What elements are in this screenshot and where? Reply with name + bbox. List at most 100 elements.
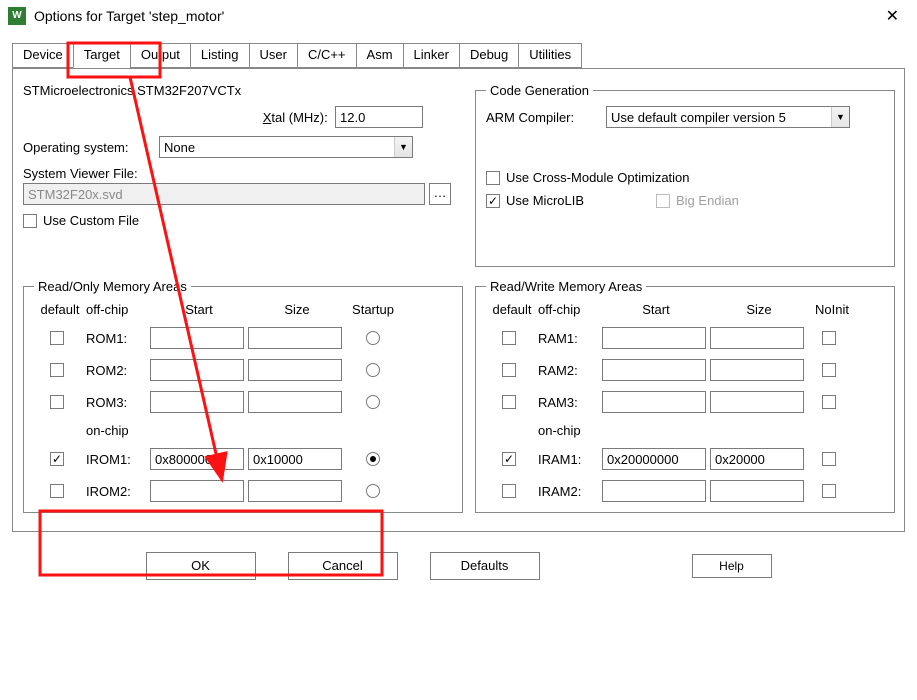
ram-size-input[interactable]	[710, 480, 804, 502]
ram-size-input[interactable]	[710, 391, 804, 413]
ram-row-label: IRAM2:	[538, 484, 602, 499]
rom-size-input[interactable]	[248, 327, 342, 349]
big-endian-checkbox	[656, 194, 670, 208]
os-label: Operating system:	[23, 140, 159, 155]
xtal-input[interactable]	[335, 106, 423, 128]
window-title: Options for Target 'step_motor'	[34, 8, 880, 24]
rom-header: default	[40, 302, 79, 317]
cancel-button[interactable]: Cancel	[288, 552, 398, 580]
tab-user[interactable]: User	[249, 43, 298, 68]
ram-onchip-label: on-chip	[538, 423, 602, 438]
ram-legend: Read/Write Memory Areas	[486, 279, 646, 294]
ram-header: NoInit	[815, 302, 849, 317]
rom-startup-radio[interactable]	[366, 363, 380, 377]
defaults-button[interactable]: Defaults	[430, 552, 540, 580]
rom-size-input[interactable]	[248, 480, 342, 502]
svd-file-input[interactable]	[23, 183, 425, 205]
help-button[interactable]: Help	[692, 554, 772, 578]
tab-debug[interactable]: Debug	[459, 43, 519, 68]
ram-noinit-checkbox[interactable]	[822, 395, 836, 409]
ram-size-input[interactable]	[710, 359, 804, 381]
rom-size-input[interactable]	[248, 448, 342, 470]
app-icon: W	[8, 7, 26, 25]
rom-start-input[interactable]	[150, 480, 244, 502]
titlebar: W Options for Target 'step_motor' ✕	[0, 0, 917, 32]
rom-start-input[interactable]	[150, 327, 244, 349]
ram-start-input[interactable]	[602, 327, 706, 349]
rom-size-input[interactable]	[248, 359, 342, 381]
rom-default-checkbox[interactable]: ✓	[50, 452, 64, 466]
rom-row-label: ROM1:	[86, 331, 150, 346]
main-panel: STMicroelectronics STM32F207VCTx Xtal (M…	[12, 68, 905, 532]
close-icon[interactable]: ✕	[880, 6, 905, 26]
cross-module-label: Use Cross-Module Optimization	[506, 170, 690, 185]
rom-row-label: ROM3:	[86, 395, 150, 410]
code-generation-group: Code Generation ARM Compiler: ▼ Use Cros…	[475, 83, 895, 267]
microlib-label: Use MicroLIB	[506, 193, 656, 208]
ram-default-checkbox[interactable]: ✓	[502, 452, 516, 466]
ram-start-input[interactable]	[602, 480, 706, 502]
rom-default-checkbox[interactable]	[50, 395, 64, 409]
ram-size-input[interactable]	[710, 327, 804, 349]
tab-utilities[interactable]: Utilities	[518, 43, 582, 68]
microlib-checkbox[interactable]: ✓	[486, 194, 500, 208]
code-generation-legend: Code Generation	[486, 83, 593, 98]
rom-default-checkbox[interactable]	[50, 363, 64, 377]
ram-header: Size	[710, 302, 808, 317]
compiler-select[interactable]	[606, 106, 850, 128]
rom-row-label: ROM2:	[86, 363, 150, 378]
rom-default-checkbox[interactable]	[50, 331, 64, 345]
ram-default-checkbox[interactable]	[502, 331, 516, 345]
rom-startup-radio[interactable]	[366, 452, 380, 466]
rom-start-input[interactable]	[150, 359, 244, 381]
use-custom-file-checkbox[interactable]	[23, 214, 37, 228]
ok-button[interactable]: OK	[146, 552, 256, 580]
button-bar: OK Cancel Defaults Help	[0, 542, 917, 590]
ram-noinit-checkbox[interactable]	[822, 331, 836, 345]
rom-start-input[interactable]	[150, 448, 244, 470]
tab-cc[interactable]: C/C++	[297, 43, 357, 68]
tab-asm[interactable]: Asm	[356, 43, 404, 68]
rom-header: off-chip	[86, 302, 150, 317]
device-name-label: STMicroelectronics STM32F207VCTx	[23, 83, 241, 98]
rom-header: Start	[185, 302, 212, 317]
big-endian-label: Big Endian	[676, 193, 739, 208]
ram-default-checkbox[interactable]	[502, 395, 516, 409]
use-custom-file-label: Use Custom File	[43, 213, 139, 228]
tab-listing[interactable]: Listing	[190, 43, 250, 68]
ram-header: default	[492, 302, 531, 317]
ram-default-checkbox[interactable]	[502, 363, 516, 377]
ram-header: off-chip	[538, 302, 602, 317]
ram-size-input[interactable]	[710, 448, 804, 470]
rom-row-label: IROM2:	[86, 484, 150, 499]
ram-noinit-checkbox[interactable]	[822, 452, 836, 466]
ram-default-checkbox[interactable]	[502, 484, 516, 498]
tab-target[interactable]: Target	[73, 43, 131, 68]
tab-bar: DeviceTargetOutputListingUserC/C++AsmLin…	[12, 42, 905, 68]
tab-device[interactable]: Device	[12, 43, 74, 68]
ram-group: Read/Write Memory Areas default off-chip S…	[475, 279, 895, 513]
rom-startup-radio[interactable]	[366, 395, 380, 409]
rom-start-input[interactable]	[150, 391, 244, 413]
svd-browse-button[interactable]: …	[429, 183, 451, 205]
tab-linker[interactable]: Linker	[403, 43, 460, 68]
ram-row-label: RAM1:	[538, 331, 602, 346]
ram-start-input[interactable]	[602, 448, 706, 470]
rom-row-label: IROM1:	[86, 452, 150, 467]
cross-module-checkbox[interactable]	[486, 171, 500, 185]
ram-noinit-checkbox[interactable]	[822, 484, 836, 498]
rom-size-input[interactable]	[248, 391, 342, 413]
ram-start-input[interactable]	[602, 391, 706, 413]
ram-start-input[interactable]	[602, 359, 706, 381]
rom-legend: Read/Only Memory Areas	[34, 279, 191, 294]
rom-onchip-label: on-chip	[86, 423, 150, 438]
rom-startup-radio[interactable]	[366, 484, 380, 498]
os-select[interactable]	[159, 136, 413, 158]
ram-row-label: IRAM1:	[538, 452, 602, 467]
ram-noinit-checkbox[interactable]	[822, 363, 836, 377]
compiler-label: ARM Compiler:	[486, 110, 606, 125]
rom-default-checkbox[interactable]	[50, 484, 64, 498]
rom-startup-radio[interactable]	[366, 331, 380, 345]
tab-output[interactable]: Output	[130, 43, 191, 68]
ram-row-label: RAM2:	[538, 363, 602, 378]
